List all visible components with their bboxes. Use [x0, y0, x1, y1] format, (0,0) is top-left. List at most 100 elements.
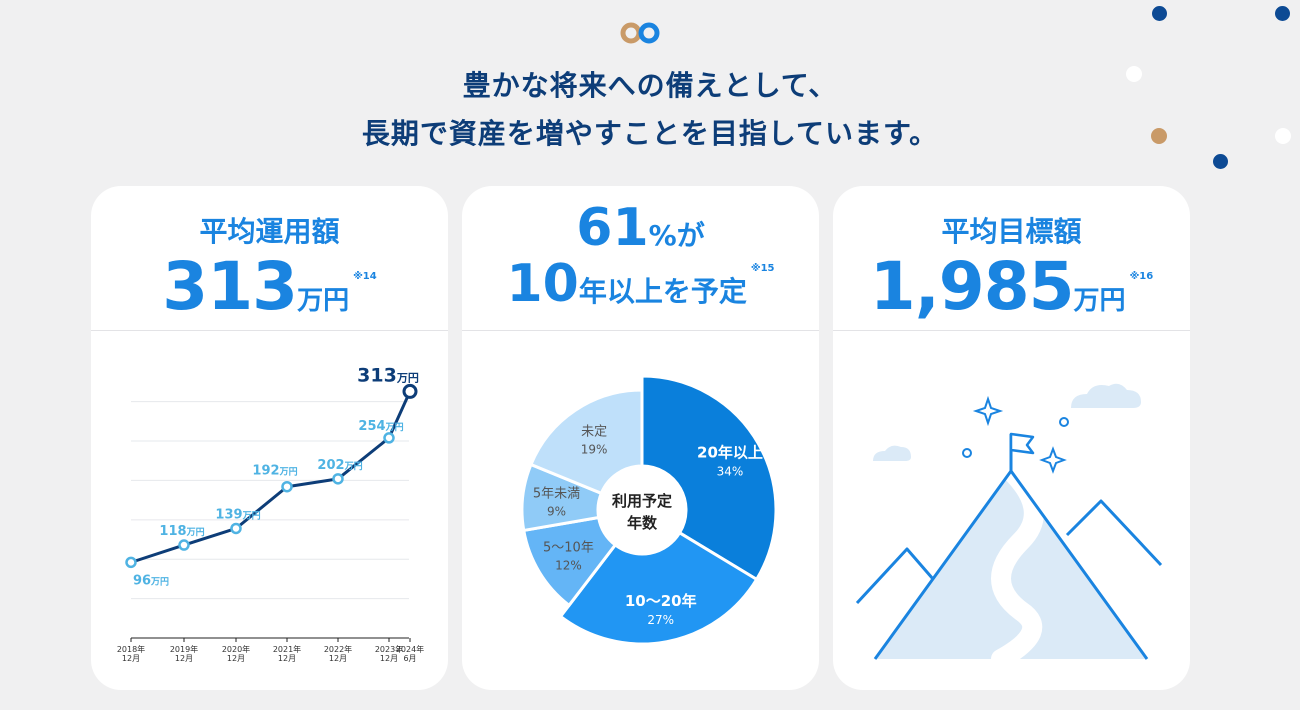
donut-center-label: 利用予定 [612, 492, 672, 510]
data-label-value: 96 [133, 573, 151, 588]
data-point [281, 480, 293, 493]
slice-value: 9% [547, 505, 566, 519]
data-label-unit: 万円 [242, 510, 261, 521]
data-label-value: 202 [317, 458, 344, 473]
data-label-unit: 万円 [279, 467, 298, 478]
footnote-ref: ※16 [1129, 271, 1154, 282]
card-header: 61%が 10年以上を予定※15 [462, 186, 819, 331]
stat-period-row: 10年以上を予定※15 [462, 254, 819, 314]
data-label: 202万円 [317, 458, 362, 473]
slice-label: 5年未満 [533, 487, 580, 502]
data-label: 313万円 [357, 364, 419, 386]
data-point [230, 522, 242, 535]
data-point [178, 539, 190, 551]
data-label-unit: 万円 [186, 527, 205, 538]
decor-dot [1152, 6, 1167, 21]
data-label-unit: 万円 [385, 422, 404, 433]
slice-label: 20年以上 [697, 443, 763, 461]
sparkle-icon [1039, 446, 1067, 474]
data-point [332, 473, 344, 485]
mountain-path [991, 461, 1044, 669]
data-label-unit: 万円 [150, 576, 169, 587]
data-point [125, 556, 137, 569]
bubble-icon [1059, 417, 1069, 427]
headline-line-1: 豊かな将来への備えとして、 [462, 69, 838, 102]
decor-dot [1275, 128, 1291, 144]
decor-dot [1151, 128, 1167, 144]
card-header: 平均運用額 313万円※14 [91, 186, 448, 331]
x-tick-label-line: 12月 [175, 654, 193, 663]
data-label-value: 254 [358, 419, 385, 434]
card-period: 61%が 10年以上を予定※15 20年以上 34% 10～20年 27% 5～10年 1… [462, 186, 819, 690]
x-tick-label: 2024年 6月 [396, 644, 424, 663]
slice-label: 未定 [581, 425, 607, 440]
stat-percent-suffix: %が [648, 219, 705, 252]
data-label-value: 313 [357, 364, 397, 386]
flag-icon [1009, 432, 1035, 471]
x-tick-label-line: 12月 [122, 654, 140, 663]
decor-dot [1275, 6, 1290, 21]
slice-value: 34% [717, 464, 744, 478]
x-tick-label-line: 2021年 [273, 644, 301, 654]
data-label: 254万円 [358, 419, 403, 434]
footnote-ref: ※14 [353, 271, 377, 282]
x-tick-label: 2023年 12月 [375, 644, 403, 663]
x-tick-label-line: 6月 [403, 654, 416, 663]
decor-dot [1126, 66, 1142, 82]
x-tick-label-line: 2020年 [222, 644, 250, 654]
card-average-amount: 平均運用額 313万円※14 2018年 12月 2019年 12月 2020年 12月 2… [91, 186, 448, 690]
slice-value: 19% [581, 443, 608, 457]
x-tick-label: 2020年 12月 [222, 644, 250, 663]
x-tick-label-line: 12月 [278, 654, 296, 663]
sparkle-icon [972, 395, 1004, 427]
card-header: 平均目標額 1,985万円※16 [833, 186, 1190, 331]
stat-value: 313 [162, 248, 298, 325]
data-label-value: 139 [215, 507, 242, 522]
data-label-value: 192 [252, 464, 279, 479]
stat-unit: 万円 [297, 286, 350, 316]
slice-value: 27% [647, 613, 674, 627]
data-point [402, 383, 418, 399]
slice-label: 5～10年 [543, 541, 594, 556]
stat-unit: 万円 [1073, 286, 1126, 316]
card-target-amount: 平均目標額 1,985万円※16 [833, 186, 1190, 690]
data-label-unit: 万円 [396, 371, 419, 384]
card-title: 平均運用額 [199, 215, 340, 248]
data-label: 139万円 [215, 507, 260, 522]
stat-period-text: 年以上を予定 [578, 275, 747, 308]
mountain-illustration [855, 383, 1163, 669]
x-tick-label-line: 2018年 [117, 644, 145, 654]
data-label: 192万円 [252, 464, 297, 479]
stat-value-row: 313万円※14 [91, 248, 448, 325]
decor-dot [1213, 154, 1228, 169]
x-tick-label-line: 12月 [227, 654, 245, 663]
page-headline: 豊かな将来への備えとして、 長期で資産を増やすことを目指しています。 [0, 62, 1300, 158]
x-tick-label: 2019年 12月 [170, 644, 198, 663]
donut-center-label: 年数 [627, 514, 658, 532]
data-label-value: 118 [159, 524, 186, 539]
data-point [383, 432, 395, 444]
logo-icon [620, 22, 660, 44]
donut-hole [598, 466, 686, 554]
headline-line-2: 長期で資産を増やすことを目指しています。 [361, 117, 939, 150]
data-label: 118万円 [159, 524, 204, 539]
x-tick-label: 2018年 12月 [117, 644, 145, 663]
x-tick-label-line: 2023年 [375, 644, 403, 654]
donut-chart: 20年以上 34% 10～20年 27% 5～10年 12% 5年未満 9% 未定 19% 利用予定… [520, 374, 778, 646]
data-label: 96万円 [133, 573, 169, 588]
stat-period-number: 10 [506, 254, 579, 314]
data-label-unit: 万円 [344, 461, 363, 472]
x-tick-label: 2022年 12月 [324, 644, 352, 663]
x-tick-label-line: 12月 [380, 654, 398, 663]
stat-value-row: 1,985万円※16 [833, 248, 1190, 325]
cloud-icon [1071, 383, 1141, 408]
x-tick-label-line: 12月 [329, 654, 347, 663]
footnote-ref: ※15 [750, 263, 775, 274]
card-title: 平均目標額 [941, 215, 1082, 248]
cloud-icon [873, 445, 911, 461]
stat-percent: 61 [576, 198, 649, 258]
x-tick-label-line: 2019年 [170, 644, 198, 654]
stat-percent-row: 61%が [462, 198, 819, 258]
bubble-icon [962, 448, 972, 458]
